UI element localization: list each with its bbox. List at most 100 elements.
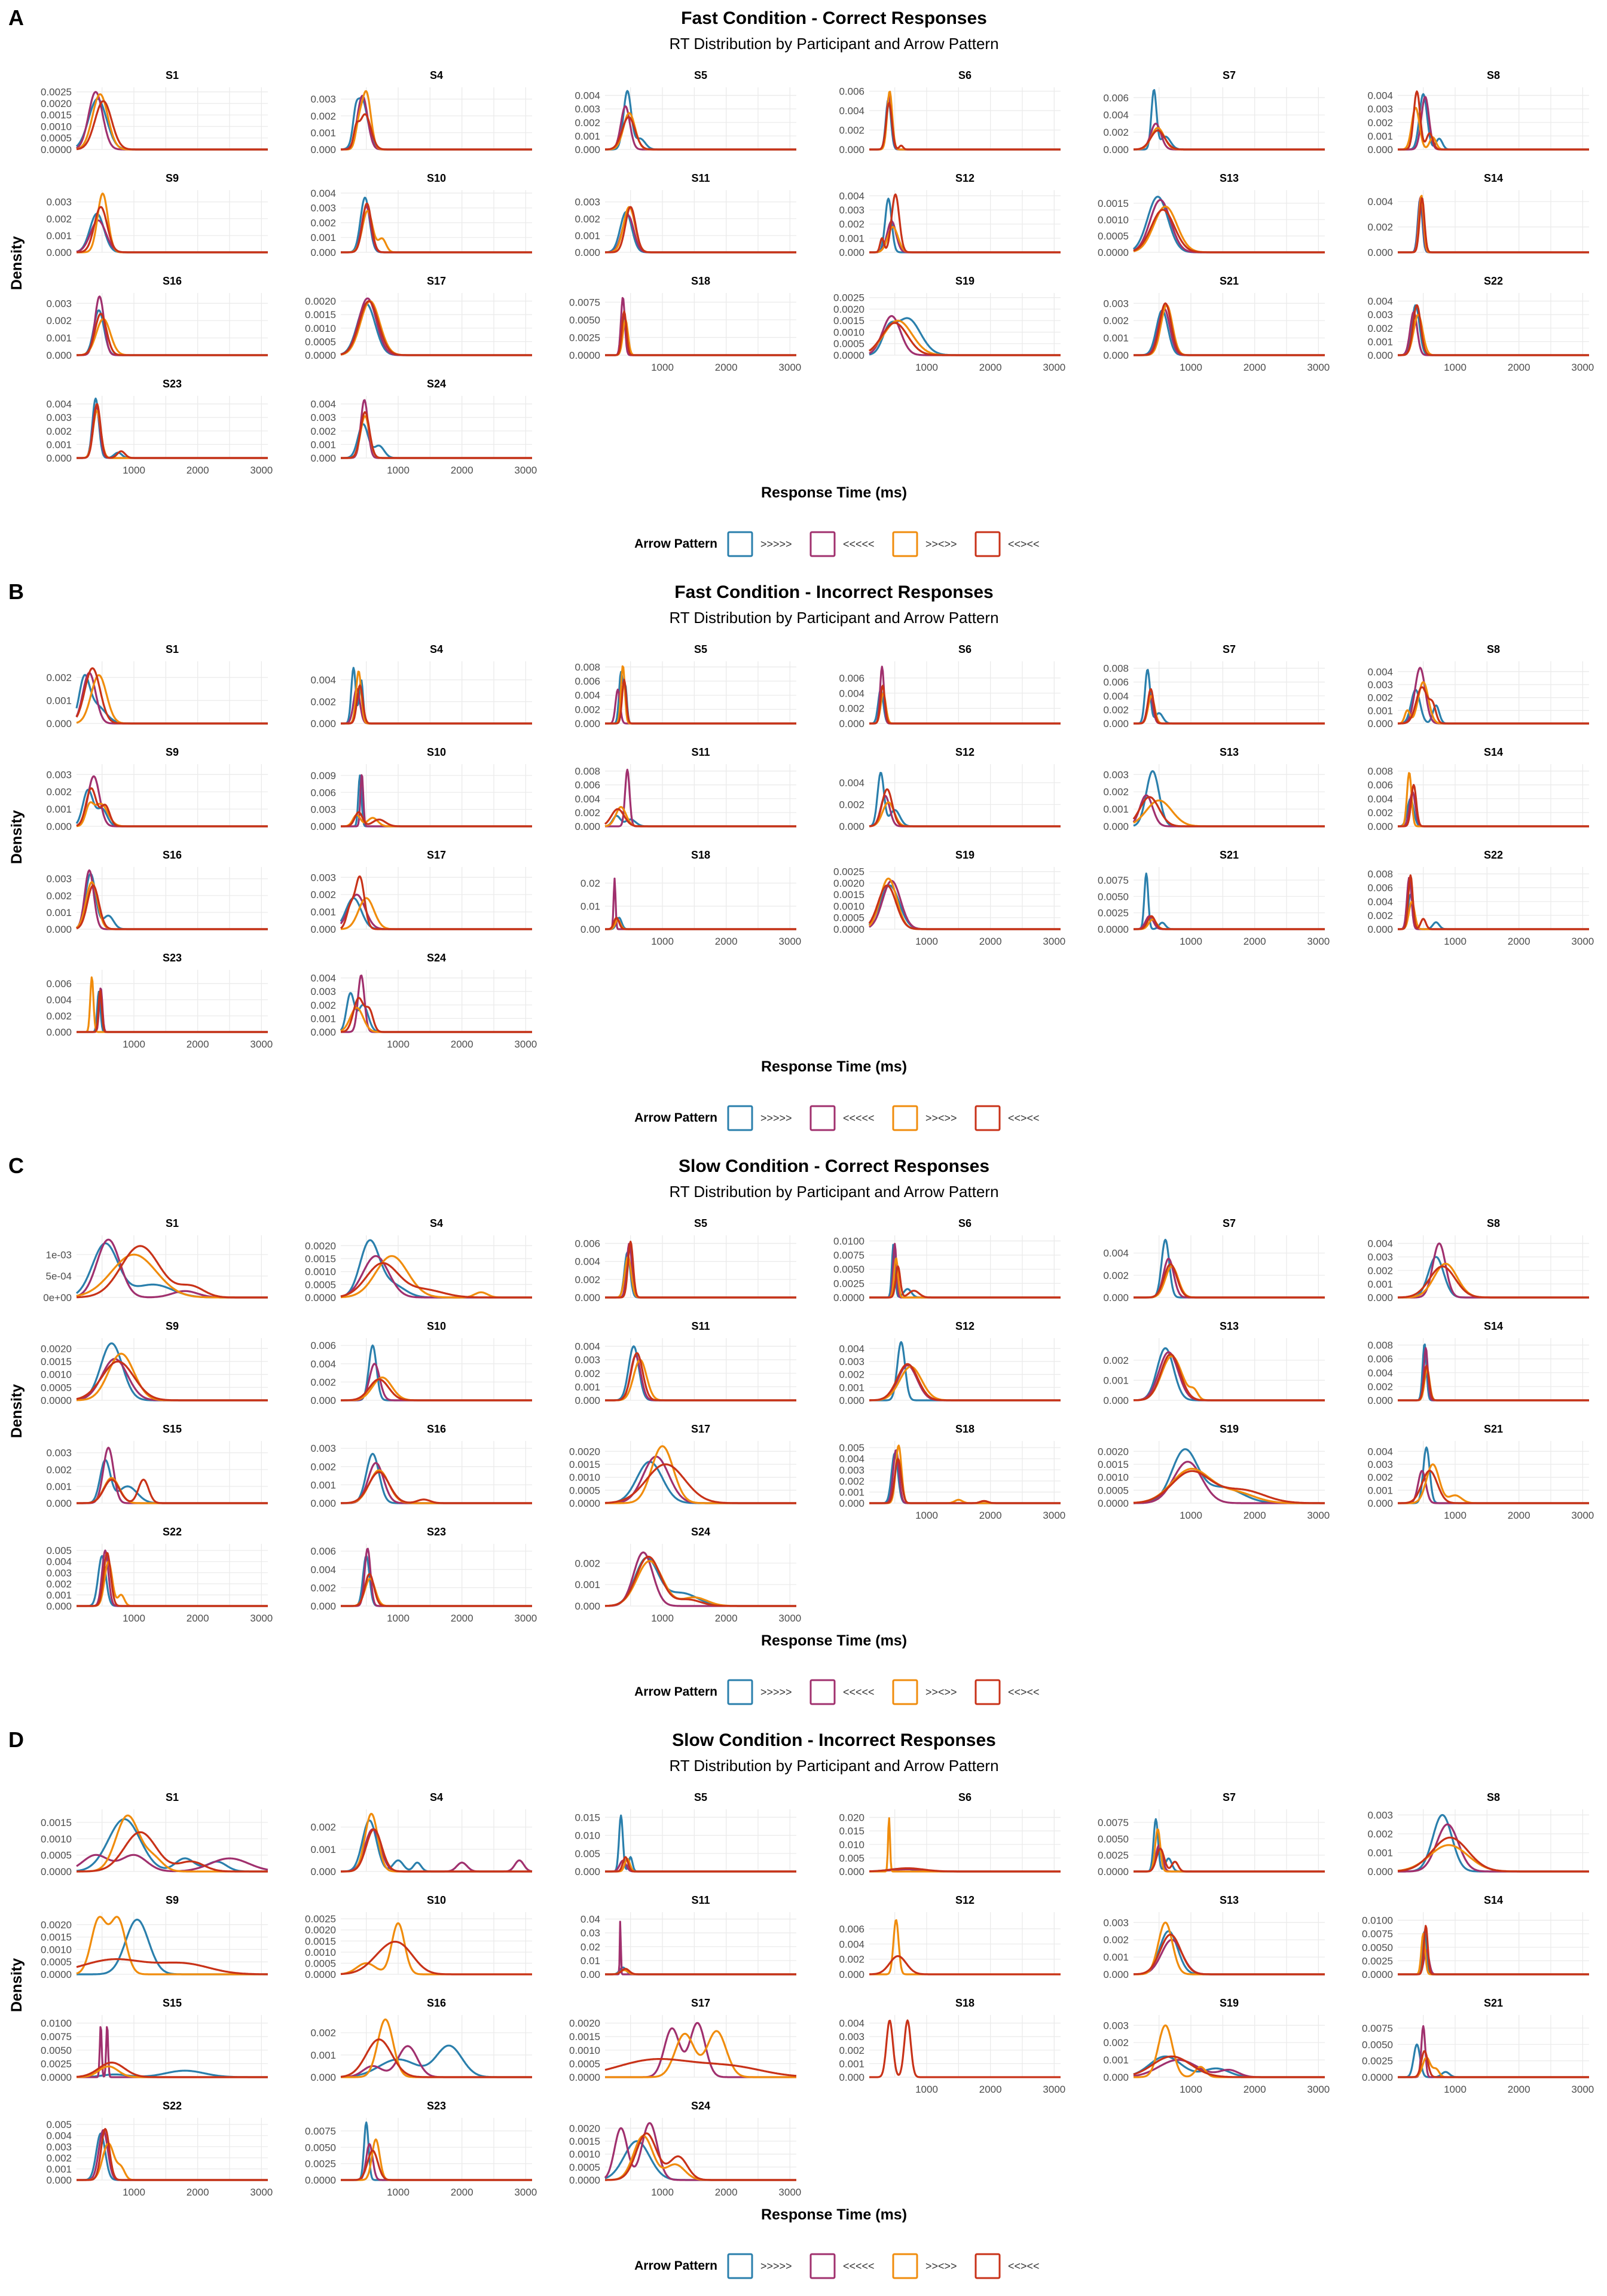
panel-letter: D xyxy=(8,1727,24,1752)
y-tick-label: 0.003 xyxy=(46,197,72,208)
y-tick-label: 0.001 xyxy=(1367,705,1393,716)
x-tick-label: 2000 xyxy=(979,936,1002,947)
facet-s19: S19 0.0000 0.0005 0.0010 0.0015 0.0020 1000 200… xyxy=(1098,1423,1330,1521)
x-tick-label: 2000 xyxy=(1508,936,1530,947)
density-curve-p3 xyxy=(76,1477,268,1504)
density-curve-p2 xyxy=(604,877,797,930)
facet-s7: S7 0.0000 0.0025 0.0050 0.0075 xyxy=(1098,1791,1325,1877)
y-tick-label: 0.000 xyxy=(1103,1292,1129,1303)
legend: Arrow Pattern >>>>> <<<<< >><>> <<><< xyxy=(634,531,1040,557)
y-tick-label: 0.0000 xyxy=(41,1969,72,1980)
density-curve-p2 xyxy=(604,688,797,725)
facet-label: S19 xyxy=(1220,1423,1239,1435)
facet-label: S24 xyxy=(691,2100,710,2112)
y-tick-label: 0.0015 xyxy=(569,2031,600,2042)
x-axis-title: Response Time (ms) xyxy=(761,1632,907,1649)
y-tick-label: 0.006 xyxy=(1103,677,1129,688)
facet-label: S22 xyxy=(163,2100,182,2112)
density-curve-p4 xyxy=(1133,688,1325,725)
density-curve-p4 xyxy=(869,1265,1061,1299)
x-tick-label: 3000 xyxy=(1307,936,1330,947)
x-tick-label: 2000 xyxy=(187,2187,209,2198)
y-tick-label: 0.0015 xyxy=(833,315,864,326)
x-tick-label: 1000 xyxy=(1444,1510,1467,1521)
y-tick-label: 0.001 xyxy=(839,233,864,244)
facet-s24: S24 0.000 0.001 0.002 1000 2000 3000 xyxy=(575,1526,801,1624)
facet-s11: S11 0.00 0.01 0.02 0.03 0.04 xyxy=(581,1894,797,1980)
legend-label: <<><< xyxy=(1008,1686,1040,1698)
facet-s14: S14 0.000 0.002 0.004 0.006 0.008 xyxy=(1367,746,1590,832)
y-tick-label: 0.000 xyxy=(1103,821,1129,832)
y-tick-label: 0.001 xyxy=(310,906,336,918)
y-tick-label: 0.0075 xyxy=(1098,1817,1129,1828)
density-curve-p2 xyxy=(76,775,268,828)
density-curve-p1 xyxy=(340,667,533,725)
y-tick-label: 0.001 xyxy=(46,439,72,450)
y-tick-label: 0.004 xyxy=(839,688,864,699)
y-tick-label: 0.002 xyxy=(1367,807,1393,819)
density-curve-p4 xyxy=(340,997,533,1033)
facet-label: S4 xyxy=(430,69,443,81)
density-curve-p4 xyxy=(1397,784,1590,828)
facet-s4: S4 0.000 0.002 0.004 xyxy=(310,643,533,729)
y-tick-label: 0.002 xyxy=(1103,1270,1129,1281)
y-tick-label: 0.002 xyxy=(1367,692,1393,704)
facet-label: S11 xyxy=(691,746,710,758)
facet-label: S19 xyxy=(955,849,974,861)
y-tick-label: 0.000 xyxy=(46,247,72,258)
facet-label: S7 xyxy=(1223,643,1236,655)
y-tick-label: 0.001 xyxy=(575,130,600,142)
y-tick-label: 0.0050 xyxy=(1098,1833,1129,1845)
density-curve-p2 xyxy=(75,671,268,725)
density-curve-p4 xyxy=(76,1831,268,1873)
y-tick-label: 0.0025 xyxy=(305,1913,336,1925)
y-tick-label: 0.000 xyxy=(310,1601,336,1612)
y-tick-label: 0.0050 xyxy=(41,2045,72,2056)
y-tick-label: 0.0010 xyxy=(41,1944,72,1955)
facet-label: S5 xyxy=(694,643,707,655)
y-tick-label: 0.001 xyxy=(310,1844,336,1855)
legend: Arrow Pattern >>>>> <<<<< >><>> <<><< xyxy=(634,2253,1040,2279)
y-tick-label: 0.0050 xyxy=(1098,891,1129,902)
density-curve-p4 xyxy=(1397,197,1590,254)
x-tick-label: 3000 xyxy=(250,465,273,476)
facet-label: S5 xyxy=(694,1217,707,1229)
y-tick-label: 0.0020 xyxy=(833,878,864,889)
panel-letter: A xyxy=(8,5,24,30)
y-tick-label: 0.000 xyxy=(46,2175,72,2186)
y-tick-label: 0.004 xyxy=(1103,1248,1129,1259)
legend-key-p4 xyxy=(974,2253,1001,2279)
facet-s10: S10 0.000 0.001 0.002 0.003 0.004 xyxy=(310,172,533,258)
x-tick-label: 3000 xyxy=(778,362,801,373)
y-tick-label: 0.008 xyxy=(1367,1340,1393,1351)
density-curve-p4 xyxy=(1133,915,1325,930)
density-curve-p2 xyxy=(1397,1823,1590,1873)
x-tick-label: 3000 xyxy=(1571,362,1594,373)
facet-label: S10 xyxy=(427,1894,446,1906)
density-curve-p1 xyxy=(76,2132,268,2181)
y-tick-label: 0.004 xyxy=(1103,691,1129,702)
y-tick-label: 0.004 xyxy=(575,690,600,701)
y-tick-label: 0.003 xyxy=(310,412,336,423)
y-tick-label: 0.0020 xyxy=(305,1240,336,1251)
y-tick-label: 0.000 xyxy=(1367,247,1393,258)
y-tick-label: 0.0020 xyxy=(305,296,336,307)
density-curve-p4 xyxy=(76,1479,268,1504)
density-curve-p3 xyxy=(76,976,268,1033)
y-tick-label: 0.0005 xyxy=(569,2058,600,2069)
y-tick-label: 0.0000 xyxy=(1362,1969,1393,1980)
y-tick-label: 0.000 xyxy=(575,718,600,729)
density-curve-p4 xyxy=(340,875,533,930)
facet-s17: S17 0.0000 0.0005 0.0010 0.0015 0.0020 xyxy=(569,1423,797,1509)
legend-title: Arrow Pattern xyxy=(634,537,717,551)
y-tick-label: 0.000 xyxy=(1103,2072,1129,2083)
y-tick-label: 0.000 xyxy=(575,1292,600,1303)
y-tick-label: 0.000 xyxy=(46,1498,72,1509)
facet-label: S13 xyxy=(1220,746,1239,758)
y-tick-label: 0.002 xyxy=(1103,786,1129,798)
facet-label: S14 xyxy=(1484,1320,1503,1332)
facet-s13: S13 0.000 0.001 0.002 0.003 xyxy=(1103,746,1325,832)
density-curve-p4 xyxy=(1397,304,1590,356)
y-tick-label: 0.0015 xyxy=(41,1356,72,1367)
